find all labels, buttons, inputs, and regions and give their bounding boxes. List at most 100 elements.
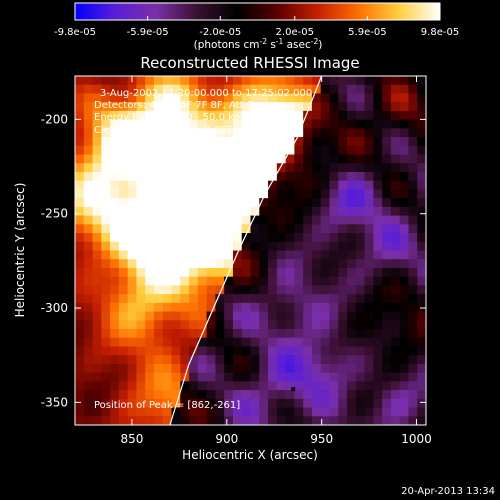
heatmap-cell: [408, 285, 418, 295]
heatmap-cell: [75, 346, 85, 356]
heatmap-cell: [373, 294, 383, 304]
heatmap-cell: [373, 189, 383, 199]
heatmap-cell: [259, 390, 269, 400]
heatmap-cell: [136, 163, 146, 173]
heatmap-cell: [311, 294, 322, 304]
heatmap-cell: [110, 102, 120, 112]
heatmap-cell: [92, 163, 102, 173]
heatmap-cell: [285, 407, 295, 417]
heatmap-cell: [364, 276, 374, 286]
heatmap-cell: [241, 416, 252, 425]
heatmap-cell: [127, 137, 138, 147]
heatmap-cell: [75, 398, 85, 409]
heatmap-cell: [206, 250, 216, 260]
heatmap-cell: [364, 180, 374, 191]
heatmap-cell: [373, 372, 383, 382]
heatmap-cell: [329, 250, 339, 260]
heatmap-cell: [153, 84, 164, 95]
heatmap-cell: [329, 346, 339, 356]
heatmap-cell: [180, 189, 190, 199]
heatmap-cell: [83, 407, 94, 417]
heatmap-cell: [215, 346, 225, 356]
heatmap-cell: [241, 163, 252, 173]
heatmap-cell: [390, 372, 401, 382]
heatmap-cell: [153, 145, 164, 156]
heatmap-cell: [294, 163, 304, 173]
heatmap-cell: [180, 320, 190, 330]
chart-title: Reconstructed RHESSI Image: [140, 54, 359, 72]
heatmap-cell: [373, 128, 383, 138]
heatmap-cell: [382, 145, 392, 156]
heatmap-cell: [355, 363, 366, 374]
heatmap-cell: [215, 189, 225, 199]
heatmap-cell: [189, 171, 199, 182]
heatmap-cell: [294, 198, 304, 208]
heatmap-cell: [347, 93, 357, 103]
y-tick-label: -250: [41, 207, 68, 221]
heatmap-cell: [241, 337, 252, 348]
heatmap-cell: [145, 259, 155, 269]
heatmap-cell: [136, 189, 146, 199]
heatmap-cell: [259, 171, 269, 182]
heatmap-cell: [399, 276, 410, 286]
heatmap-cell: [303, 302, 313, 313]
heatmap-cell: [75, 110, 85, 121]
heatmap-cell: [311, 180, 322, 191]
heatmap-cell: [136, 267, 146, 278]
heatmap-cell: [171, 233, 181, 243]
heatmap-cell: [83, 285, 94, 295]
heatmap-cell: [101, 154, 111, 164]
heatmap-cell: [276, 381, 287, 391]
annotation-clean-counts: Clean Total counts: 2.88E+03: [94, 125, 254, 136]
heatmap-cell: [224, 198, 234, 208]
heatmap-cell: [285, 93, 295, 103]
heatmap-cell: [127, 215, 138, 225]
heatmap-cell: [136, 381, 146, 391]
heatmap-cell: [259, 241, 269, 252]
heatmap-cell: [303, 128, 313, 138]
heatmap-cell: [355, 119, 366, 129]
heatmap-cell: [320, 93, 331, 103]
heatmap-cell: [83, 267, 94, 278]
heatmap-cell: [399, 285, 410, 295]
heatmap-cell: [285, 137, 295, 147]
heatmap-cell: [197, 110, 208, 121]
heatmap-cell: [153, 215, 164, 225]
heatmap-cell: [268, 267, 278, 278]
heatmap-cell: [373, 267, 383, 278]
heatmap-cell: [83, 233, 94, 243]
heatmap-cell: [75, 128, 85, 138]
heatmap-cell: [162, 372, 173, 382]
heatmap-cell: [162, 215, 173, 225]
heatmap-cell: [259, 355, 269, 365]
heatmap-cell: [417, 267, 426, 278]
heatmap-cell: [92, 110, 102, 121]
heatmap-cell: [373, 198, 383, 208]
heatmap-cell: [382, 137, 392, 147]
heatmap-cell: [101, 241, 111, 252]
heatmap-cell: [127, 128, 138, 138]
heatmap-cell: [75, 137, 85, 147]
heatmap-cell: [338, 206, 348, 217]
heatmap-cell: [364, 311, 374, 321]
heatmap-cell: [399, 128, 410, 138]
heatmap-cell: [373, 250, 383, 260]
heatmap-cell: [110, 398, 120, 409]
heatmap-cell: [153, 346, 164, 356]
heatmap-cell: [250, 363, 260, 374]
heatmap-cell: [417, 189, 426, 199]
heatmap-cell: [92, 355, 102, 365]
heatmap-cell: [276, 128, 287, 138]
heatmap-cell: [215, 137, 225, 147]
heatmap-cell: [294, 372, 304, 382]
heatmap-cell: [373, 329, 383, 339]
heatmap-cell: [311, 381, 322, 391]
heatmap-cell: [206, 110, 216, 121]
heatmap-cell: [268, 276, 278, 286]
heatmap-cell: [390, 198, 401, 208]
heatmap-cell: [110, 137, 120, 147]
heatmap-cell: [162, 110, 173, 121]
heatmap-cell: [153, 285, 164, 295]
heatmap-cell: [311, 137, 322, 147]
heatmap-cell: [180, 259, 190, 269]
